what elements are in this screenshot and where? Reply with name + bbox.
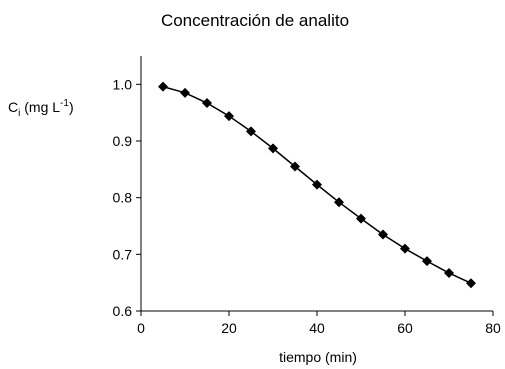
x-tick-label: 80	[485, 320, 501, 336]
chart-title: Concentración de analito	[161, 11, 349, 30]
data-point	[444, 268, 454, 279]
data-point	[158, 81, 168, 92]
y-tick-label: 0.7	[113, 246, 133, 262]
data-point	[400, 243, 410, 254]
x-tick-label: 60	[397, 320, 413, 336]
x-tick-label: 0	[137, 320, 145, 336]
y-tick-label: 0.9	[113, 133, 133, 149]
y-axis-label-unit: (mg L	[20, 99, 60, 115]
ticks: 0.6 0.7 0.8 0.9 1.0 0 20 40 60 80	[113, 76, 501, 336]
y-tick-label: 0.6	[113, 303, 133, 319]
y-axis-label-main: C	[8, 99, 18, 115]
x-tick-label: 20	[221, 320, 237, 336]
data-point	[224, 111, 234, 122]
y-tick-label: 1.0	[113, 76, 133, 92]
data-point	[180, 87, 190, 98]
x-axis-label: tiempo (min)	[279, 349, 357, 365]
y-axis-label-unit-sup: -1	[60, 98, 69, 109]
data-point	[202, 98, 212, 109]
data-point	[290, 161, 300, 172]
data-point	[246, 126, 256, 137]
data-point	[422, 256, 432, 267]
y-tick-label: 0.8	[113, 190, 133, 206]
data-point	[334, 197, 344, 208]
y-axis-label: Ci (mg L-1)	[8, 98, 74, 119]
plot-area	[158, 81, 476, 289]
y-axis-label-unit-close: )	[69, 99, 74, 115]
data-point	[268, 143, 278, 154]
y-axis-label-sub: i	[18, 108, 20, 119]
data-point	[466, 278, 476, 289]
data-point	[378, 229, 388, 240]
data-point	[356, 213, 366, 224]
x-tick-label: 40	[309, 320, 325, 336]
data-point	[312, 179, 322, 190]
